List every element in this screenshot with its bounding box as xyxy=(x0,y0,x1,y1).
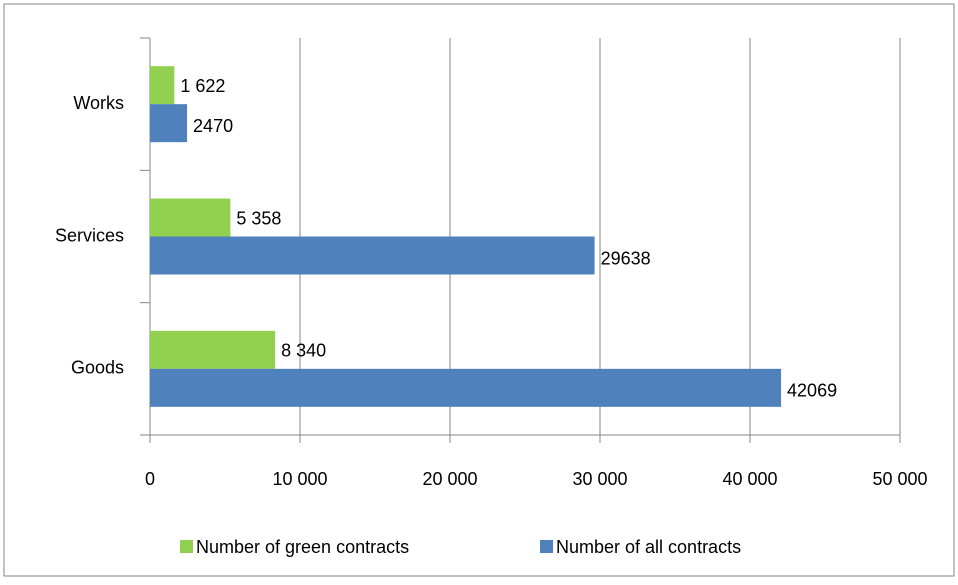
value-label: 2470 xyxy=(193,116,233,136)
chart-border xyxy=(3,3,955,577)
value-label: 1 622 xyxy=(180,76,225,96)
value-label: 29638 xyxy=(601,248,651,268)
x-tick-label: 40 000 xyxy=(722,469,777,489)
bar xyxy=(150,330,276,369)
value-label: 8 340 xyxy=(281,341,326,361)
legend-swatch xyxy=(180,540,193,553)
x-tick-label: 10 000 xyxy=(272,469,327,489)
x-tick-label: 0 xyxy=(145,469,155,489)
legend-label: Number of all contracts xyxy=(556,537,741,557)
x-tick-label: 20 000 xyxy=(422,469,477,489)
legend-label: Number of green contracts xyxy=(196,537,409,557)
x-tick-label: 30 000 xyxy=(572,469,627,489)
bar xyxy=(150,236,595,275)
bar xyxy=(150,198,231,237)
bar xyxy=(150,66,175,105)
y-tick-label: Goods xyxy=(71,358,124,378)
x-tick-label: 50 000 xyxy=(872,469,927,489)
value-label: 5 358 xyxy=(236,208,281,228)
y-tick-label: Services xyxy=(55,225,124,245)
value-label: 42069 xyxy=(787,381,837,401)
y-tick-label: Works xyxy=(73,93,124,113)
bar xyxy=(150,368,782,407)
bar xyxy=(150,104,188,143)
legend-swatch xyxy=(540,540,553,553)
